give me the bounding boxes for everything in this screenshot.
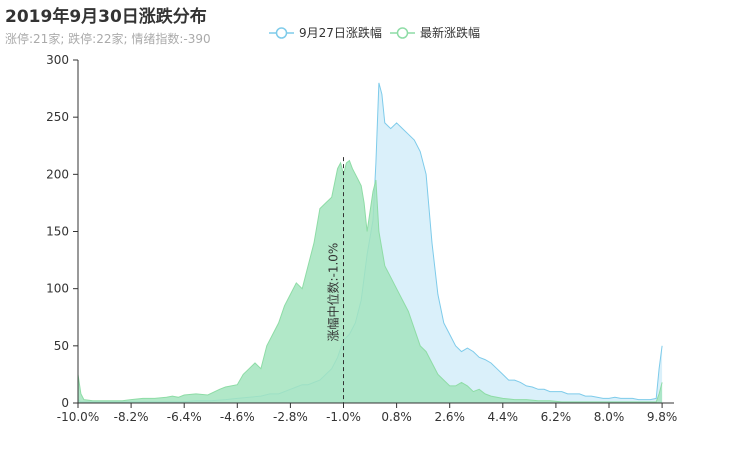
x-tick-label: -4.6%	[220, 410, 255, 424]
axes-layer: 0 50 100 150 200 250 300 -10.0% -8.2% -6.4% -4.6% -…	[46, 53, 677, 424]
y-tick-label: 300	[46, 53, 69, 67]
legend[interactable]: 9月27日涨跌幅 最新涨跌幅	[269, 25, 480, 40]
series-area-2	[78, 160, 663, 403]
x-tick-label: -2.8%	[273, 410, 308, 424]
y-tick-label: 200	[46, 167, 69, 181]
legend-marker-icon	[275, 27, 288, 39]
x-tick-label: 4.4%	[488, 410, 519, 424]
x-tick-label: -8.2%	[114, 410, 149, 424]
y-tick-label: 100	[46, 282, 69, 296]
x-tick-label: 8.0%	[594, 410, 625, 424]
median-label: 涨幅中位数:-1.0%	[326, 243, 341, 342]
x-tick-label: 2.6%	[434, 410, 465, 424]
series-layer	[77, 82, 663, 404]
y-tick-label: 0	[61, 396, 69, 410]
x-tick-label: -6.4%	[167, 410, 202, 424]
legend-label: 最新涨跌幅	[420, 25, 480, 40]
legend-marker-icon	[396, 27, 409, 39]
x-tick-label: -10.0%	[57, 410, 99, 424]
x-tick-label: -1.0%	[326, 410, 361, 424]
chart-title: 2019年9月30日涨跌分布	[5, 7, 207, 27]
x-tick-label: 6.2%	[541, 410, 572, 424]
chart-subtitle: 涨停:21家; 跌停:22家; 情绪指数:-390	[5, 32, 211, 46]
median-layer: 涨幅中位数:-1.0%	[326, 157, 344, 403]
legend-item-2[interactable]: 最新涨跌幅	[390, 25, 480, 40]
x-tick-label: 9.8%	[647, 410, 678, 424]
x-tick-label: 0.8%	[381, 410, 412, 424]
y-tick-label: 150	[46, 225, 69, 239]
legend-item-1[interactable]: 9月27日涨跌幅	[269, 25, 382, 40]
series-line-2[interactable]	[77, 159, 663, 403]
y-tick-label: 250	[46, 110, 69, 124]
legend-label: 9月27日涨跌幅	[299, 25, 382, 40]
y-tick-label: 50	[54, 339, 69, 353]
